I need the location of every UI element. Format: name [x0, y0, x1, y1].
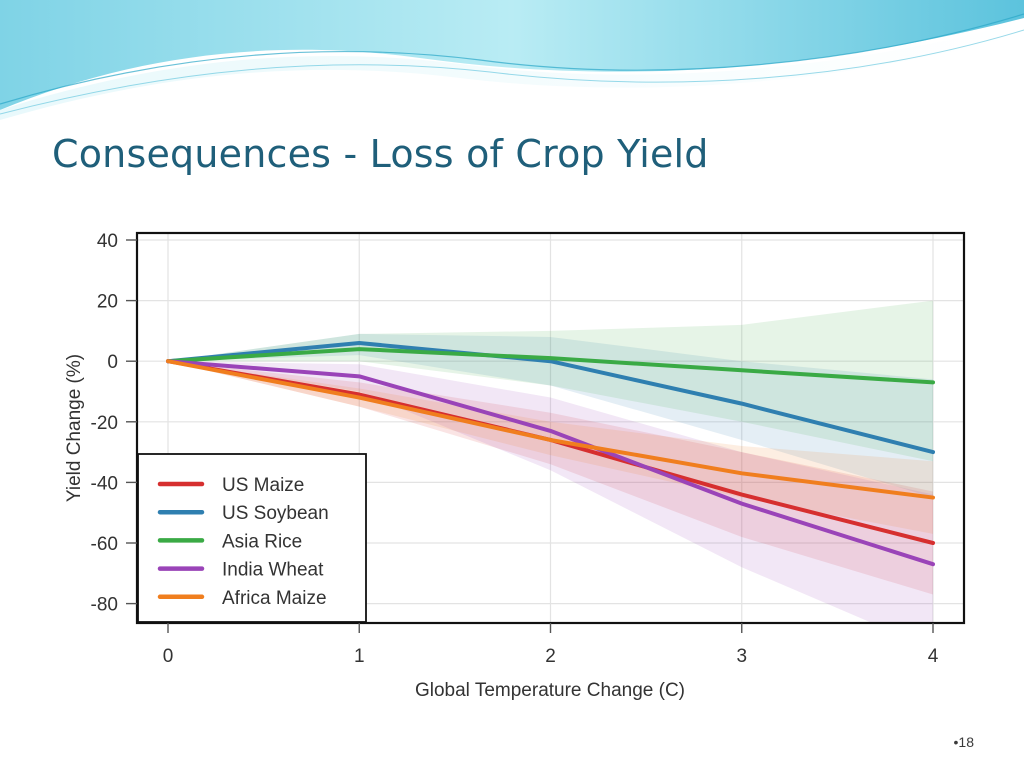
y-tick-label: 20	[97, 292, 118, 313]
chart-container: 40 20 0 -20 -40 -60 -80 0 1 2 3 4 Global Temperatu…	[52, 216, 972, 708]
confidence-bands	[168, 300, 933, 623]
slide-title: Consequences - Loss of Crop Yield	[52, 132, 709, 176]
legend-label: India Wheat	[222, 560, 324, 581]
y-tick-label: -20	[91, 413, 118, 434]
line-africa-maize	[166, 359, 935, 500]
y-tick-label: -80	[91, 595, 118, 616]
line-asia-rice	[166, 347, 935, 385]
x-tick-label: 1	[354, 646, 365, 667]
x-tick-label: 2	[545, 646, 556, 667]
y-axis-label: Yield Change (%)	[64, 354, 85, 502]
header-wave-decoration	[0, 0, 1024, 120]
legend-label: Africa Maize	[222, 588, 327, 609]
legend-items: US Maize US Soybean Asia Rice India Wheat Af…	[157, 475, 329, 609]
legend-label: US Soybean	[222, 503, 329, 524]
line-us-soybean	[166, 341, 935, 455]
series-lines	[166, 341, 935, 567]
legend-label: US Maize	[222, 475, 304, 496]
band-us-soybean	[168, 333, 933, 498]
x-tick-labels: 0 1 2 3 4	[163, 623, 939, 667]
x-tick-label: 3	[736, 646, 747, 667]
legend: US Maize US Soybean Asia Rice India Wheat Af…	[137, 453, 367, 623]
y-tick-label: 0	[107, 352, 118, 373]
crop-yield-chart: 40 20 0 -20 -40 -60 -80 0 1 2 3 4 Global Temperatu…	[52, 216, 972, 708]
legend-label: Asia Rice	[222, 531, 302, 552]
page-number: •18	[953, 734, 974, 750]
band-india-wheat	[168, 361, 933, 623]
x-axis-label: Global Temperature Change (C)	[415, 680, 685, 701]
band-africa-maize	[168, 361, 933, 534]
y-tick-label: -60	[91, 534, 118, 555]
y-tick-label: -40	[91, 473, 118, 494]
band-asia-rice	[168, 300, 933, 462]
line-india-wheat	[166, 359, 935, 567]
y-tick-labels: 40 20 0 -20 -40 -60 -80	[91, 231, 137, 616]
x-tick-label: 4	[928, 646, 939, 667]
band-us-maize	[168, 361, 933, 595]
y-tick-label: 40	[97, 231, 118, 252]
x-tick-label: 0	[163, 646, 174, 667]
